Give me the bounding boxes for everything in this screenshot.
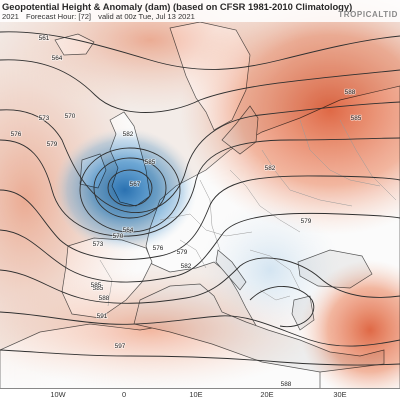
- contour-value-label: 576: [153, 245, 164, 252]
- contour-line: [0, 311, 400, 347]
- contour-line: [0, 137, 400, 237]
- contour-value-label: 561: [39, 35, 50, 42]
- contour-value-label: 579: [301, 218, 312, 225]
- longitude-label: 10E: [189, 390, 203, 399]
- contour-value-label: 573: [39, 115, 50, 122]
- border-line: [339, 119, 397, 201]
- longitude-label: 0: [121, 390, 127, 399]
- contour-value-label: 585: [145, 159, 156, 166]
- contour-value-label: 597: [115, 343, 126, 350]
- border-line: [261, 149, 353, 207]
- longitude-label: 30E: [333, 390, 347, 399]
- contour-value-label: 588: [99, 295, 110, 302]
- border-line: [99, 259, 113, 307]
- cold-anomaly-britain: [53, 128, 197, 252]
- contour-value-label: 579: [47, 141, 58, 148]
- forecast-hour-label: Forecast Hour: [72]: [26, 12, 92, 21]
- contour-value-label: 567: [130, 181, 141, 188]
- contour-value-label: 588: [345, 89, 356, 96]
- border-line: [259, 289, 291, 301]
- run-label: 2021: [2, 12, 19, 21]
- contour-labels: 5615645705735765795825855675645705735765…: [10, 34, 363, 389]
- contour-value-label: 585: [93, 285, 104, 292]
- contour-line: [0, 31, 400, 70]
- contour-line: [0, 257, 400, 304]
- contour-line: [0, 59, 400, 113]
- warm-anomaly-north: [0, 0, 300, 110]
- contour-line: [0, 212, 400, 283]
- contour-value-label: 564: [123, 227, 134, 234]
- contour-line: [0, 101, 400, 214]
- contour-value-label: 588: [281, 381, 292, 388]
- border-line: [229, 169, 301, 233]
- border-line: [199, 179, 221, 251]
- contour-line: [0, 349, 400, 366]
- contour-value-label: 564: [52, 55, 63, 62]
- contour-low-ring: [107, 169, 153, 207]
- contour-value-label: 570: [65, 113, 76, 120]
- longitude-label: 10W: [50, 390, 66, 399]
- contour-value-label: 582: [181, 263, 192, 270]
- contour-low-ring: [93, 157, 167, 219]
- map-subtitle: 2021 Forecast Hour: [72] valid at 00z Tu…: [2, 12, 200, 21]
- contour-value-label: 570: [113, 233, 124, 240]
- contour-value-label: 579: [177, 249, 188, 256]
- contour-low-ring: [79, 147, 181, 233]
- contour-line: [0, 175, 400, 260]
- valid-time-label: valid at 00z Tue, Jul 13 2021: [98, 12, 195, 21]
- map-header: Geopotential Height & Anomaly (dam) (bas…: [0, 0, 400, 22]
- contour-value-label: 585: [351, 115, 362, 122]
- cold-anomaly-balkans: [200, 200, 340, 340]
- longitude-label: 20E: [260, 390, 274, 399]
- contour-line: [249, 286, 315, 328]
- contour-value-label: 582: [123, 131, 134, 138]
- longitude-axis: 10W 0 10E 20E 30E: [0, 388, 400, 400]
- brand-watermark: TROPICALTID: [338, 10, 398, 19]
- contour-value-label: 573: [93, 241, 104, 248]
- country-borders: [99, 119, 397, 307]
- map-title: Geopotential Height & Anomaly (dam) (bas…: [2, 1, 353, 12]
- border-line: [179, 239, 207, 269]
- contour-value-label: 582: [265, 165, 276, 172]
- geopotential-contours: [0, 31, 400, 366]
- border-line: [159, 213, 253, 237]
- border-line: [249, 249, 301, 291]
- contour-value-label: 591: [97, 313, 108, 320]
- contour-value-label: 585: [91, 282, 102, 289]
- contour-value-label: 576: [11, 131, 22, 138]
